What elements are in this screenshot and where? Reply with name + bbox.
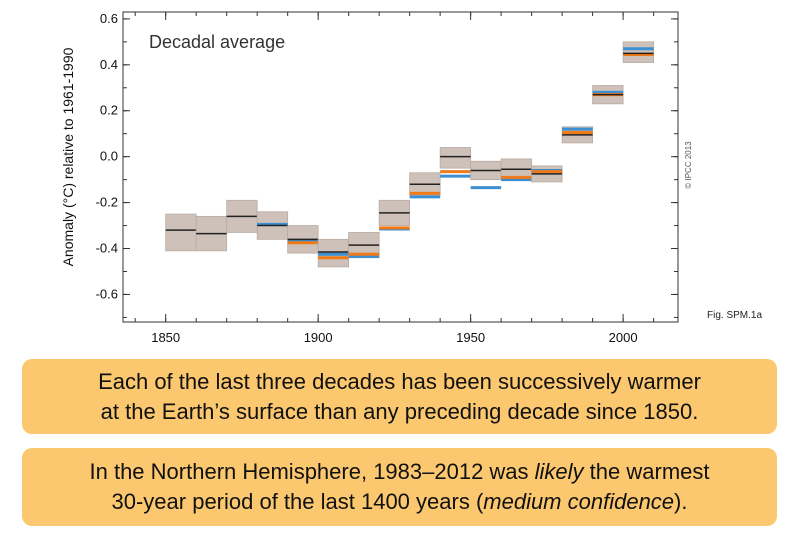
y-tick-label: 0.2	[100, 103, 118, 118]
y-axis-label: Anomaly (°C) relative to 1961-1990	[60, 47, 76, 266]
callout-2-line-1-text: In the Northern Hemisphere, 1983–2012 wa…	[89, 459, 535, 484]
decade-1920	[378, 199, 411, 231]
ipcc-credit: © IPCC 2013	[684, 141, 693, 189]
decade-2000	[622, 41, 655, 63]
decade-1860	[195, 215, 228, 252]
callout-northern-hemisphere: In the Northern Hemisphere, 1983–2012 wa…	[22, 448, 777, 526]
decade-1930	[409, 172, 441, 199]
uncertainty-box	[622, 41, 655, 63]
callout-2-likely: likely	[534, 459, 584, 484]
chart-title: Decadal average	[149, 32, 285, 52]
uncertainty-box	[439, 147, 472, 169]
decade-1960	[500, 158, 533, 182]
plot-frame	[122, 11, 679, 323]
x-tick-label: 1850	[151, 330, 180, 345]
decade-1940	[439, 147, 472, 178]
decade-1870	[226, 199, 258, 233]
decade-1980	[561, 126, 594, 144]
decade-1850	[165, 213, 197, 252]
uncertainty-box	[500, 158, 533, 178]
callout-warming-decades: Each of the last three decades has been …	[22, 359, 777, 434]
callout-2-line-1: In the Northern Hemisphere, 1983–2012 wa…	[22, 457, 777, 487]
decade-1950	[470, 160, 502, 190]
callout-2-line-2-text: 30-year period of the last 1400 years (	[111, 489, 484, 514]
axis-ticks: 0.6 0.4 0.2 0.0 -0.2 -0.4 -0.6 1850 1900 1950 2000	[96, 11, 678, 345]
uncertainty-box	[165, 213, 197, 252]
y-tick-label: 0.4	[100, 57, 118, 72]
figure-reference: Fig. SPM.1a	[707, 310, 762, 321]
callout-1-line-1: Each of the last three decades has been …	[98, 369, 701, 394]
callout-2-medium-confidence: medium confidence	[483, 489, 675, 514]
decade-boxes	[165, 41, 655, 268]
x-tick-label: 1900	[304, 330, 333, 345]
decadal-average-chart: 0.6 0.4 0.2 0.0 -0.2 -0.4 -0.6 1850 1900 1950 2000…	[60, 11, 762, 345]
x-tick-label: 2000	[609, 330, 638, 345]
decade-1990	[592, 85, 624, 105]
y-tick-label: -0.4	[96, 241, 118, 256]
callout-2-line-2: 30-year period of the last 1400 years (m…	[22, 487, 777, 517]
y-tick-label: 0.6	[100, 11, 118, 26]
plot-border	[122, 11, 679, 323]
decade-1900	[317, 238, 350, 268]
decade-1890	[287, 225, 319, 254]
decade-1970	[531, 165, 563, 183]
y-tick-label: 0.0	[100, 149, 118, 164]
callout-2-line-2-end: ).	[674, 489, 688, 514]
callout-2-line-1-end: the warmest	[583, 459, 710, 484]
decade-1910	[348, 232, 380, 259]
x-tick-label: 1950	[456, 330, 485, 345]
callout-1-line-2: at the Earth’s surface than any precedin…	[100, 399, 699, 424]
y-tick-label: -0.6	[96, 286, 118, 301]
y-tick-label: -0.2	[96, 195, 118, 210]
decade-1880	[256, 211, 289, 240]
